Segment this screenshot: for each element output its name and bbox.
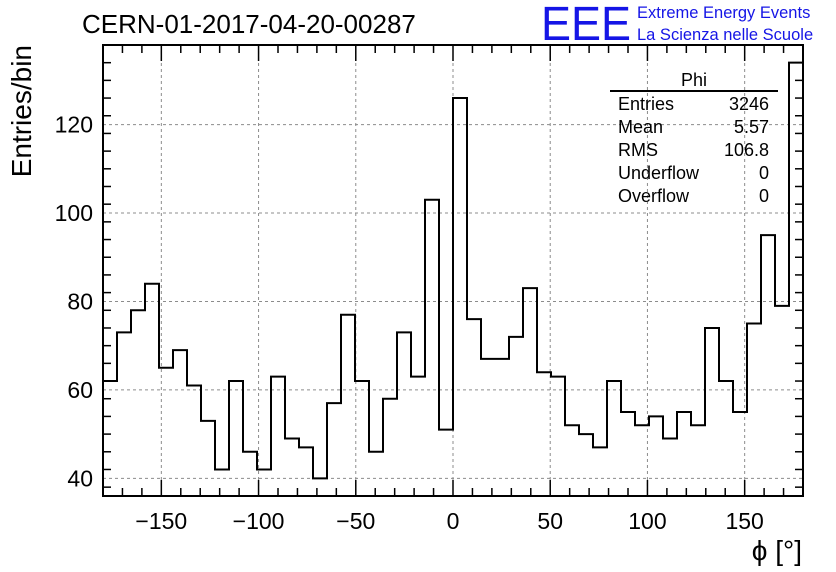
histogram-step-line xyxy=(102,61,803,496)
x-tick-label: 100 xyxy=(628,508,666,534)
project-name-line1: Extreme Energy Events xyxy=(637,4,810,22)
stats-row-label: Overflow xyxy=(618,186,690,206)
axis-ticks xyxy=(103,45,803,496)
stats-row-value: 0 xyxy=(759,186,769,206)
stats-row-value: 3246 xyxy=(729,94,769,114)
stats-row-value: 0 xyxy=(759,163,769,183)
y-axis-title: Entries/bin xyxy=(6,45,37,177)
y-tick-labels: 40 60 80 100 120 xyxy=(55,112,93,492)
y-tick-label: 120 xyxy=(55,112,93,138)
stats-box: Phi Entries 3246 Mean 5.57 RMS 106.8 Underflow… xyxy=(610,70,778,206)
y-tick-label: 40 xyxy=(67,465,93,491)
stats-row-label: Mean xyxy=(618,117,663,137)
x-axis-title: ϕ [°] xyxy=(752,535,802,566)
stats-row-value: 106.8 xyxy=(724,140,769,160)
x-tick-label: −150 xyxy=(135,508,187,534)
x-tick-label: 0 xyxy=(447,508,460,534)
x-tick-label: 50 xyxy=(537,508,563,534)
project-name-line2: La Scienza nelle Scuole xyxy=(637,26,813,44)
stats-title: Phi xyxy=(681,70,707,90)
eee-logo: EEE xyxy=(541,0,631,51)
stats-row-label: Entries xyxy=(618,94,674,114)
x-tick-label: −50 xyxy=(336,508,375,534)
y-tick-label: 60 xyxy=(67,377,93,403)
x-tick-label: −100 xyxy=(233,508,285,534)
x-tick-labels: −150 −100 −50 0 50 100 150 xyxy=(135,508,763,534)
stats-rows: Entries 3246 Mean 5.57 RMS 106.8 Underflow 0 Ove… xyxy=(618,94,769,206)
x-tick-label: 150 xyxy=(725,508,763,534)
stats-row-label: RMS xyxy=(618,140,658,160)
y-tick-label: 80 xyxy=(67,288,93,314)
run-title: CERN-01-2017-04-20-00287 xyxy=(82,9,416,39)
stats-row-value: 5.57 xyxy=(734,117,769,137)
stats-row-label: Underflow xyxy=(618,163,700,183)
y-tick-label: 100 xyxy=(55,200,93,226)
